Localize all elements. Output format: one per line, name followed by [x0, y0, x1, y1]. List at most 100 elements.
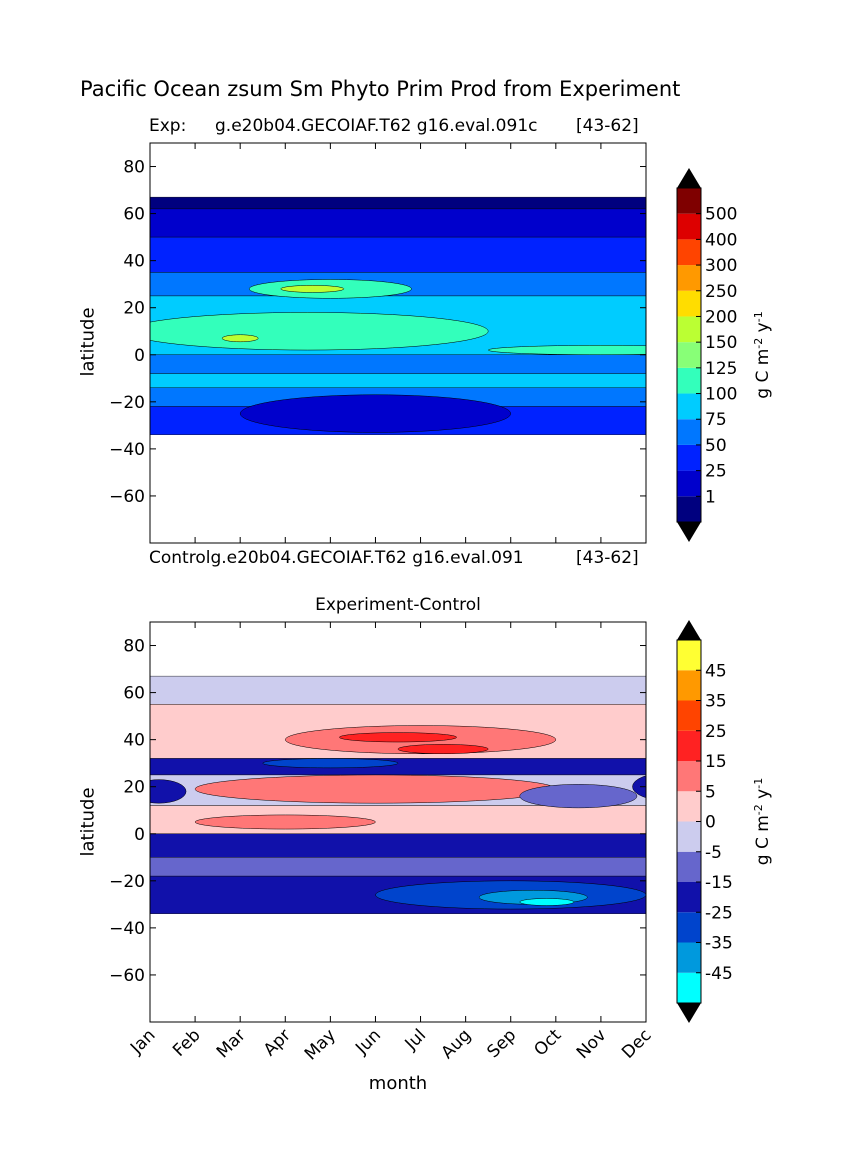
colorbar-tick-label: 150: [705, 333, 737, 353]
y-tick-label: 40: [123, 252, 145, 272]
colorbar-segment: [677, 342, 701, 368]
x-tick-label: Jul: [401, 1025, 430, 1054]
colorbar-segment: [677, 393, 701, 420]
contour-blob: [194, 814, 376, 830]
colorbar-tick-label: 400: [705, 230, 737, 250]
contour-blob: [280, 285, 345, 293]
top-panel: 80 60 40 20 0 −20 −40 −60: [109, 142, 647, 544]
colorbar-tick-label: 125: [705, 359, 737, 379]
colorbar-segment: [677, 290, 701, 317]
colorbar-segment: [677, 239, 701, 266]
colorbar-label: g C m-2 y-1: [752, 311, 774, 398]
top-title-center: g.e20b04.GECOIAF.T62 g16.eval.091c: [215, 116, 538, 136]
bottom-panel: 80 60 40 20 0 −20 −40 −60 Jan Feb Mar Apr May Jun Jul A…: [109, 621, 656, 1064]
colorbar-segment: [677, 730, 701, 761]
contour-blob: [487, 345, 646, 356]
colorbar-tick-label: -25: [705, 903, 733, 923]
colorbar-tick-label: 300: [705, 256, 737, 276]
bottom-ylabel: latitude: [77, 787, 99, 857]
colorbar-segment: [677, 470, 701, 497]
colorbar-tick-label: 100: [705, 385, 737, 405]
data-field: [150, 196, 646, 435]
contour-blob: [262, 758, 399, 769]
y-tick-label: −20: [109, 393, 145, 413]
top-ylabel: latitude: [77, 307, 99, 377]
colorbar-tick-label: -15: [705, 873, 733, 893]
x-tick-label: Nov: [573, 1025, 611, 1063]
y-tick-label: −40: [109, 919, 145, 939]
colorbar-segment: [677, 882, 701, 913]
colorbar-segment: [677, 942, 701, 973]
colorbar-tick-label: 35: [705, 692, 727, 712]
y-tick-label: −20: [109, 872, 145, 892]
colorbar-tick-label: 250: [705, 282, 737, 302]
x-tick-label: May: [301, 1025, 340, 1064]
contour-band: [150, 857, 646, 877]
colorbar-segment: [677, 316, 701, 343]
colorbar-tick-label: 50: [705, 436, 727, 456]
contour-blob: [519, 898, 575, 906]
colorbar-over-arrow: [677, 168, 701, 188]
contour-blob: [339, 732, 457, 743]
x-tick-label: Apr: [260, 1025, 295, 1060]
colorbar-tick-label: 45: [705, 661, 727, 681]
x-tick-label: Jun: [351, 1025, 385, 1059]
y-tick-label: −40: [109, 440, 145, 460]
figure-suptitle: Pacific Ocean zsum Sm Phyto Prim Prod fr…: [80, 77, 681, 101]
bottom-xlabel: month: [368, 1073, 428, 1094]
contour-blob: [632, 775, 646, 798]
y-tick-label: 60: [123, 205, 145, 225]
contour-band: [150, 208, 646, 238]
plot-frame: [149, 621, 647, 1023]
y-tick-label: 20: [123, 299, 145, 319]
x-tick-label: Aug: [438, 1025, 476, 1063]
contour-band: [150, 236, 646, 273]
colorbar-segment: [677, 265, 701, 291]
x-tick-label: Mar: [213, 1025, 250, 1062]
colorbar-segment: [677, 419, 701, 445]
colorbar-segment: [677, 761, 701, 792]
plot-frame: [149, 142, 647, 544]
contour-band: [150, 196, 646, 210]
colorbar-tick-label: 200: [705, 307, 737, 327]
colorbar-segment: [677, 496, 701, 522]
colorbar-label: g C m-2 y-1: [752, 778, 774, 865]
colorbar-tick-label: -5: [705, 843, 722, 863]
colorbar-segment: [677, 640, 701, 671]
bottom-colorbar: -45 -35 -25 -15 -5 0 5 15 25 35 45 g C m-2 y-1: [676, 620, 774, 1023]
y-tick-label: 0: [134, 346, 145, 366]
colorbar-segment: [677, 213, 701, 240]
colorbar-tick-label: 25: [705, 722, 727, 742]
colorbar-under-arrow: [677, 1003, 701, 1023]
colorbar-tick-label: 500: [705, 205, 737, 225]
contour-blob: [150, 312, 489, 351]
colorbar-segment: [677, 700, 701, 731]
colorbar-tick-label: 0: [705, 813, 716, 833]
contour-band: [150, 373, 646, 388]
top-bottom-label-right: [43-62]: [576, 548, 639, 568]
y-tick-label: 40: [123, 731, 145, 751]
x-tick-label: Sep: [483, 1025, 520, 1062]
colorbar-segment: [677, 444, 701, 471]
contour-blob: [221, 334, 259, 343]
y-tick-label: 20: [123, 778, 145, 798]
colorbar-segment: [677, 670, 701, 701]
colorbar-over-arrow: [677, 620, 701, 640]
contour-blob: [397, 744, 489, 755]
contour-blob: [519, 784, 638, 809]
colorbar-segment: [677, 851, 701, 882]
colorbar-tick-label: 15: [705, 752, 727, 772]
colorbar-tick-label: 5: [705, 782, 716, 802]
x-tick-label: Feb: [169, 1025, 204, 1060]
colorbar-tick-label: -35: [705, 934, 733, 954]
y-tick-label: −60: [109, 966, 145, 986]
y-tick-label: −60: [109, 487, 145, 507]
contour-band: [150, 758, 646, 776]
colorbar-tick-label: 1: [705, 487, 716, 507]
x-tick-label: Oct: [530, 1025, 565, 1060]
colorbar-tick-label: 75: [705, 410, 727, 430]
colorbar-segment: [677, 188, 701, 214]
top-title-right: [43-62]: [576, 116, 639, 136]
